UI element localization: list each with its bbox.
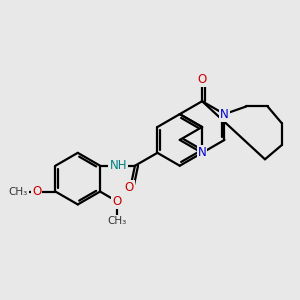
Text: NH: NH <box>110 159 127 172</box>
Text: O: O <box>197 73 207 86</box>
Text: N: N <box>198 146 206 159</box>
Text: O: O <box>112 195 122 208</box>
Text: CH₃: CH₃ <box>107 216 127 226</box>
Text: O: O <box>124 181 134 194</box>
Text: CH₃: CH₃ <box>9 187 28 196</box>
Text: O: O <box>32 185 41 198</box>
Text: N: N <box>220 108 229 121</box>
